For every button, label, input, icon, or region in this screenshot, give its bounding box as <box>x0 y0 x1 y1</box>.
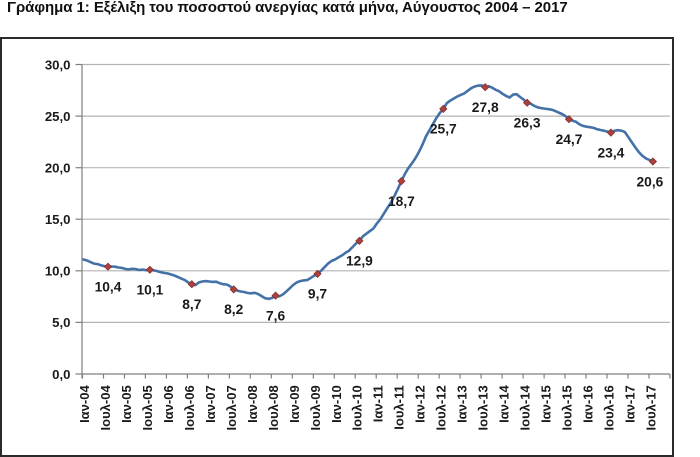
svg-text:12,9: 12,9 <box>346 254 373 269</box>
svg-text:Ιαν-11: Ιαν-11 <box>371 385 386 422</box>
svg-text:26,3: 26,3 <box>514 116 541 131</box>
svg-text:Ιαν-15: Ιαν-15 <box>539 385 554 423</box>
svg-text:Ιαν-06: Ιαν-06 <box>161 385 176 423</box>
svg-text:10,0: 10,0 <box>45 264 71 279</box>
svg-text:Ιουλ-15: Ιουλ-15 <box>560 385 575 430</box>
svg-text:Ιαν-12: Ιαν-12 <box>413 385 428 423</box>
svg-text:Ιουλ-09: Ιουλ-09 <box>308 385 323 430</box>
svg-text:Ιαν-14: Ιαν-14 <box>497 385 512 423</box>
svg-text:Ιαν-09: Ιαν-09 <box>287 385 302 423</box>
svg-text:Ιουλ-13: Ιουλ-13 <box>476 385 491 430</box>
svg-text:Ιουλ-14: Ιουλ-14 <box>518 385 533 431</box>
svg-text:30,0: 30,0 <box>45 57 71 72</box>
svg-text:Ιαν-17: Ιαν-17 <box>623 385 638 423</box>
svg-text:Ιαν-16: Ιαν-16 <box>581 385 596 423</box>
svg-text:5,0: 5,0 <box>52 315 70 330</box>
svg-text:Ιαν-10: Ιαν-10 <box>329 385 344 423</box>
svg-text:8,2: 8,2 <box>224 302 244 317</box>
svg-text:Ιουλ-06: Ιουλ-06 <box>182 385 197 430</box>
svg-text:20,6: 20,6 <box>636 174 663 189</box>
svg-text:25,0: 25,0 <box>45 109 71 124</box>
svg-text:9,7: 9,7 <box>308 287 328 302</box>
svg-text:10,4: 10,4 <box>95 280 122 295</box>
svg-text:0,0: 0,0 <box>52 367 70 382</box>
svg-text:8,7: 8,7 <box>182 297 202 312</box>
svg-text:Ιαν-08: Ιαν-08 <box>245 385 260 423</box>
svg-text:25,7: 25,7 <box>430 122 457 137</box>
svg-text:Ιαν-07: Ιαν-07 <box>203 385 218 423</box>
svg-text:Ιουλ-16: Ιουλ-16 <box>602 385 617 430</box>
svg-text:24,7: 24,7 <box>556 132 583 147</box>
svg-text:Ιαν-05: Ιαν-05 <box>119 385 134 423</box>
svg-text:Ιαν-13: Ιαν-13 <box>455 385 470 423</box>
svg-text:15,0: 15,0 <box>45 212 71 227</box>
svg-text:18,7: 18,7 <box>388 194 415 209</box>
svg-text:Ιουλ-07: Ιουλ-07 <box>224 385 239 430</box>
svg-text:Ιουλ-17: Ιουλ-17 <box>644 385 659 430</box>
svg-text:Ιαν-04: Ιαν-04 <box>77 385 92 423</box>
svg-text:23,4: 23,4 <box>597 145 624 160</box>
svg-text:7,6: 7,6 <box>266 308 286 323</box>
svg-text:Ιουλ-04: Ιουλ-04 <box>98 385 113 431</box>
svg-text:Ιουλ-08: Ιουλ-08 <box>266 385 281 430</box>
svg-text:Ιουλ-10: Ιουλ-10 <box>350 385 365 430</box>
svg-text:27,8: 27,8 <box>472 100 499 115</box>
svg-text:20,0: 20,0 <box>45 161 71 176</box>
svg-text:Ιουλ-11: Ιουλ-11 <box>392 385 407 429</box>
svg-text:Ιουλ-12: Ιουλ-12 <box>434 385 449 430</box>
svg-text:10,1: 10,1 <box>136 283 163 298</box>
svg-text:Ιουλ-05: Ιουλ-05 <box>140 385 155 430</box>
